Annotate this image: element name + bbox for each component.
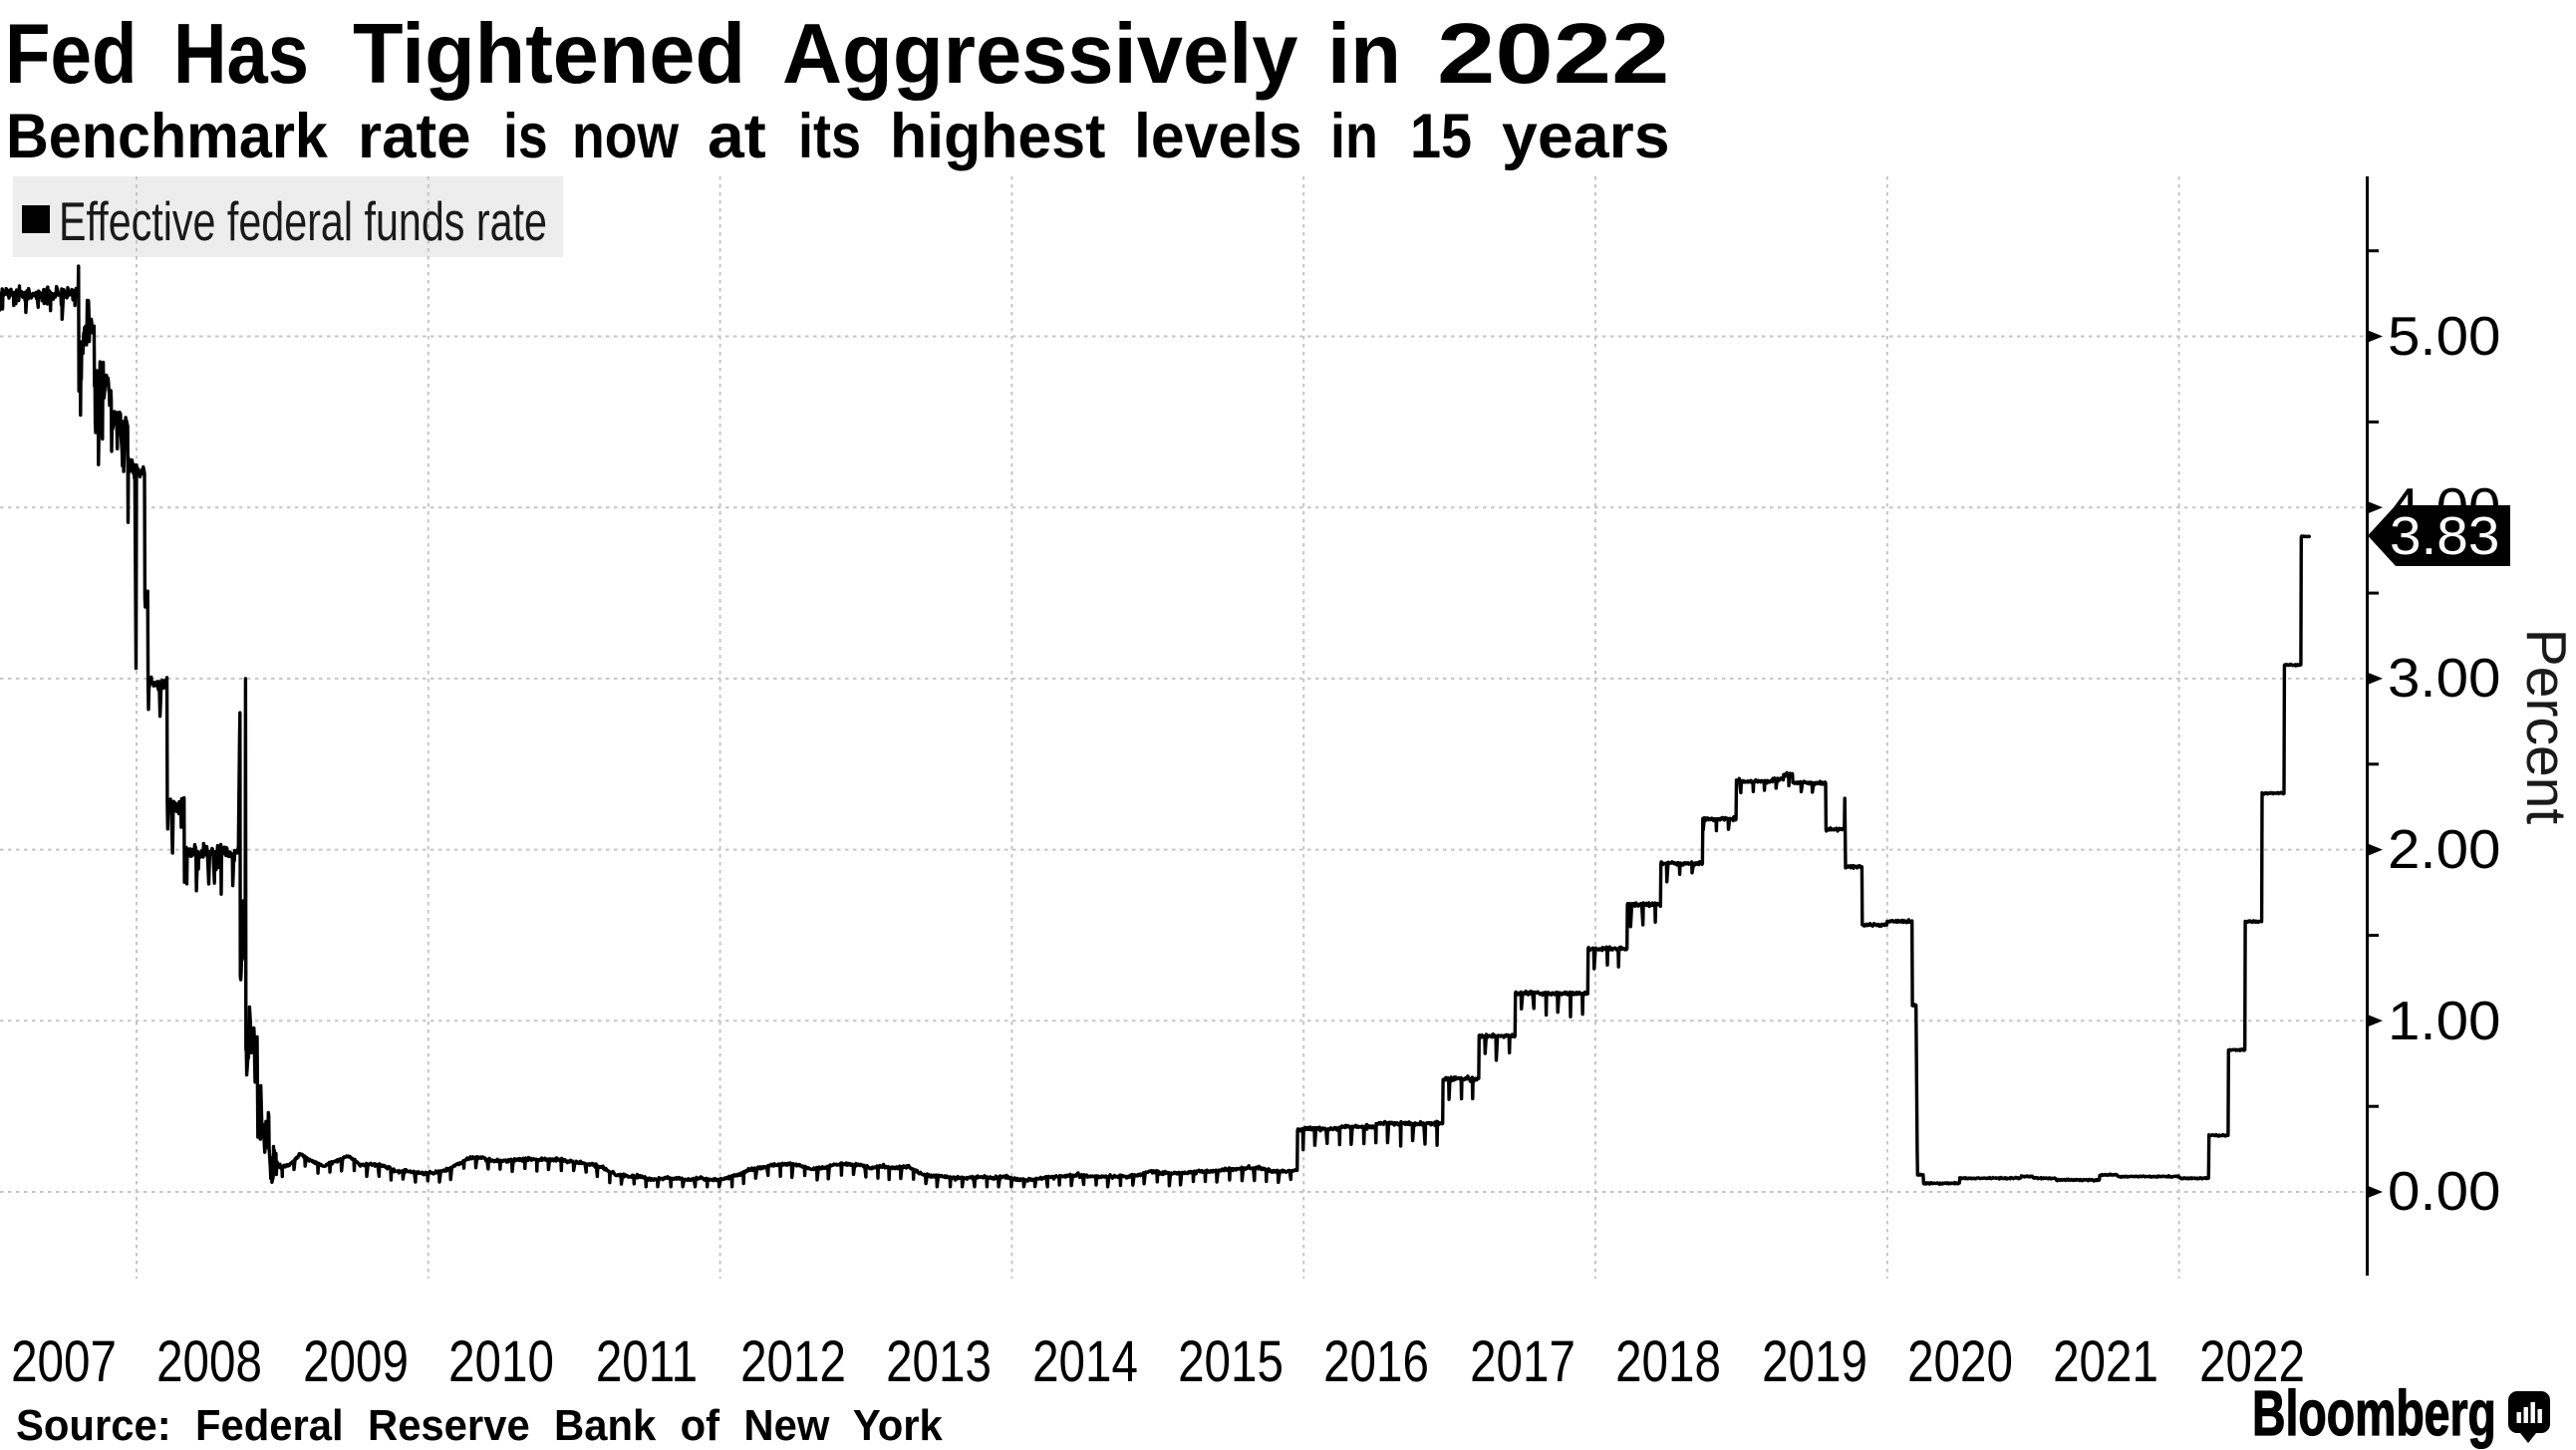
svg-text:Percent: Percent (2514, 629, 2576, 825)
